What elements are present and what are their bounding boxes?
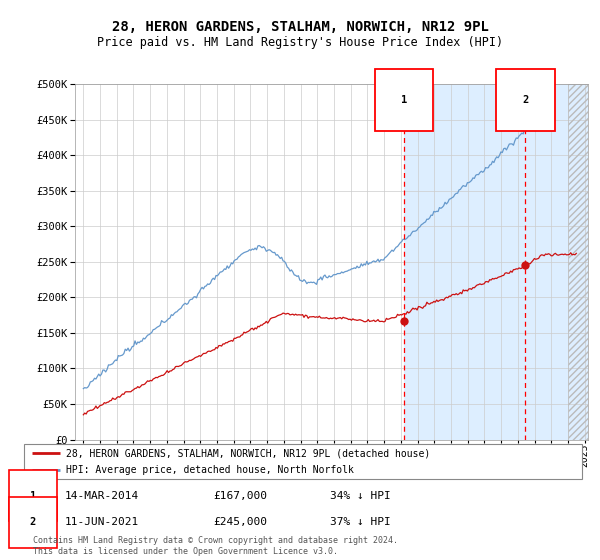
Bar: [404, 84, 568, 440]
Text: Price paid vs. HM Land Registry's House Price Index (HPI): Price paid vs. HM Land Registry's House …: [97, 36, 503, 49]
Text: Contains HM Land Registry data © Crown copyright and database right 2024.
This d: Contains HM Land Registry data © Crown c…: [33, 536, 398, 556]
Text: 37% ↓ HPI: 37% ↓ HPI: [329, 517, 391, 528]
Text: 34% ↓ HPI: 34% ↓ HPI: [329, 491, 391, 501]
Text: 2: 2: [522, 95, 529, 105]
Text: £167,000: £167,000: [213, 491, 267, 501]
Text: 2: 2: [30, 517, 36, 528]
Text: 1: 1: [401, 95, 407, 105]
Text: £245,000: £245,000: [213, 517, 267, 528]
Text: 28, HERON GARDENS, STALHAM, NORWICH, NR12 9PL (detached house): 28, HERON GARDENS, STALHAM, NORWICH, NR1…: [66, 449, 430, 459]
Text: 14-MAR-2014: 14-MAR-2014: [65, 491, 139, 501]
Text: 28, HERON GARDENS, STALHAM, NORWICH, NR12 9PL: 28, HERON GARDENS, STALHAM, NORWICH, NR1…: [112, 20, 488, 34]
Text: HPI: Average price, detached house, North Norfolk: HPI: Average price, detached house, Nort…: [66, 465, 354, 475]
Text: 11-JUN-2021: 11-JUN-2021: [65, 517, 139, 528]
Text: 1: 1: [30, 491, 36, 501]
Bar: [568, 84, 593, 440]
